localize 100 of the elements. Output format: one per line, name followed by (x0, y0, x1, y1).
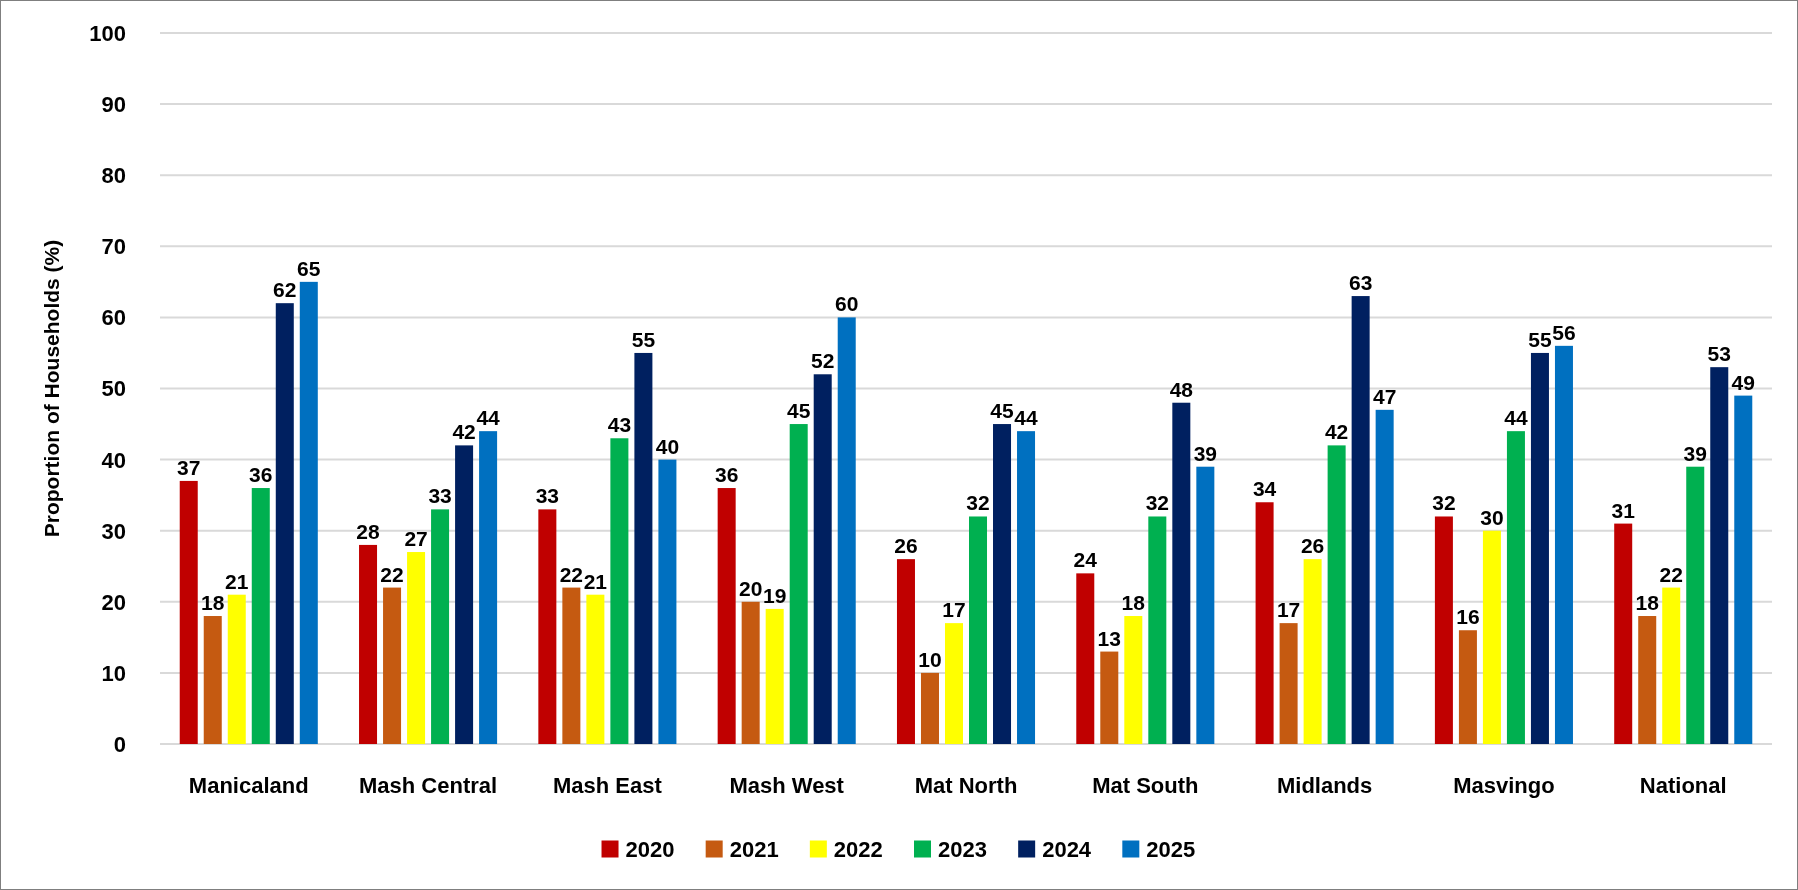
y-tick-label: 20 (101, 589, 126, 615)
data-label: 48 (1169, 377, 1194, 401)
bar (920, 672, 939, 744)
bar (1662, 587, 1681, 744)
bar (1506, 431, 1525, 744)
x-tick-label: Masvingo (1453, 773, 1555, 798)
data-label: 63 (1348, 271, 1373, 295)
data-label: 44 (1014, 406, 1039, 430)
data-label: 42 (452, 420, 476, 444)
bar (896, 559, 915, 744)
bar (1638, 616, 1657, 744)
data-label: 44 (1504, 406, 1528, 430)
data-label: 17 (1276, 598, 1301, 622)
bar (1148, 516, 1167, 744)
bar (1614, 523, 1633, 744)
bar (1710, 367, 1729, 744)
data-label: 16 (1456, 605, 1480, 629)
bar (179, 480, 198, 744)
bar (789, 424, 808, 744)
data-label: 56 (1552, 320, 1576, 344)
bar (299, 281, 318, 744)
bar (837, 317, 856, 744)
bar (813, 374, 832, 744)
bar (1458, 630, 1477, 744)
data-label: 49 (1731, 370, 1755, 394)
bar (634, 352, 653, 744)
data-label: 40 (655, 434, 680, 458)
data-label: 55 (1528, 327, 1552, 351)
data-label: 39 (1683, 441, 1707, 465)
bar (944, 623, 963, 744)
y-tick-label: 100 (89, 20, 126, 46)
data-label: 52 (811, 349, 835, 373)
bar (1255, 502, 1274, 744)
bar (227, 594, 246, 744)
bar (1303, 559, 1322, 744)
x-tick-label: National (1639, 773, 1727, 798)
data-label: 32 (966, 491, 990, 515)
data-label: 18 (201, 591, 225, 615)
bar (765, 608, 784, 744)
bar (1734, 395, 1753, 744)
bar (1076, 573, 1095, 744)
data-label: 10 (918, 647, 942, 671)
data-label: 44 (476, 406, 501, 430)
bar (1172, 402, 1191, 744)
bar (431, 509, 450, 744)
data-label: 27 (404, 527, 428, 551)
bar (1375, 409, 1394, 744)
bar (407, 552, 426, 744)
y-tick-label: 80 (101, 163, 126, 189)
y-tick-label: 90 (101, 92, 126, 118)
bar (610, 438, 629, 744)
legend-label: 2020 (625, 836, 675, 862)
data-label: 36 (249, 463, 273, 487)
data-label: 22 (380, 562, 404, 586)
data-label: 62 (273, 278, 297, 302)
bar (203, 616, 222, 744)
legend-label: 2024 (1042, 836, 1092, 862)
legend-label: 2023 (938, 836, 987, 862)
bar (1482, 530, 1501, 744)
data-label: 45 (990, 399, 1015, 423)
data-label: 18 (1121, 591, 1146, 615)
data-label: 24 (1073, 548, 1098, 572)
data-label: 43 (607, 413, 632, 437)
y-tick-label: 30 (101, 518, 126, 544)
data-label: 26 (1300, 534, 1325, 558)
bar (359, 544, 378, 744)
legend-label: 2025 (1146, 836, 1196, 862)
y-tick-label: 70 (101, 234, 126, 260)
data-label: 33 (535, 484, 560, 508)
bar (586, 594, 605, 744)
data-label: 22 (559, 562, 584, 586)
bar (1686, 466, 1705, 744)
data-label: 65 (297, 256, 321, 280)
data-label: 30 (1480, 505, 1504, 529)
bar (1017, 431, 1036, 744)
y-tick-label: 40 (101, 447, 126, 473)
data-label: 42 (1324, 420, 1349, 444)
data-label: 21 (225, 569, 249, 593)
x-tick-label: Mat North (914, 773, 1018, 798)
data-label: 45 (787, 399, 811, 423)
data-label: 32 (1432, 491, 1456, 515)
bar (658, 459, 677, 744)
data-label: 19 (763, 583, 787, 607)
data-label: 55 (631, 327, 656, 351)
data-label: 17 (942, 598, 966, 622)
bar (275, 303, 294, 744)
bar (383, 587, 402, 744)
y-tick-label: 60 (101, 305, 126, 331)
data-label: 53 (1707, 342, 1731, 366)
data-label: 18 (1635, 591, 1660, 615)
data-label: 31 (1611, 498, 1636, 522)
data-label: 60 (835, 292, 859, 316)
bar (1351, 296, 1370, 744)
x-tick-label: Mat South (1092, 773, 1199, 798)
data-label: 22 (1659, 562, 1683, 586)
bar (479, 431, 498, 744)
bar (1554, 345, 1573, 744)
data-label: 47 (1372, 384, 1397, 408)
x-tick-label: Midlands (1276, 773, 1373, 798)
bar (993, 424, 1012, 744)
